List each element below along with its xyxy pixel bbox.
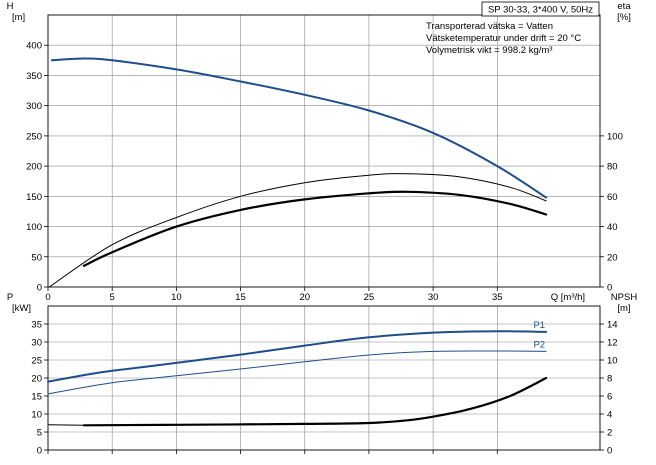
series-label-p2: P2	[533, 339, 545, 350]
series-label-p1: P1	[533, 320, 545, 331]
y-left-tick-label: 350	[26, 71, 42, 82]
y-right-tick-label: 60	[607, 192, 618, 203]
x-tick-label: 30	[428, 292, 439, 303]
x-tick-label: 10	[171, 292, 182, 303]
title-box	[481, 1, 600, 17]
x-tick-label: 20	[299, 292, 310, 303]
series-line-0-0	[50, 57, 548, 199]
x-tick-label: 25	[364, 292, 375, 303]
grid-lines-0	[48, 15, 600, 287]
y-left-axis-title: P	[7, 292, 13, 303]
y-right-tick-label: 10	[607, 356, 618, 367]
y-right-tick-label: 2	[607, 428, 612, 439]
y-left-tick-label: 300	[26, 101, 42, 112]
x-tick-label: 0	[45, 292, 50, 303]
y-right-tick-label: 40	[607, 222, 618, 233]
series-line-1-0	[82, 330, 548, 377]
series-line-1-1	[47, 374, 85, 383]
y-left-tick-label: 20	[31, 374, 42, 385]
y-left-tick-label: 0	[37, 283, 42, 294]
x-tick-label: 15	[235, 292, 246, 303]
info-line: Transporterad vätska = Vatten	[426, 21, 553, 32]
x-axis-label: Q [m³/h]	[551, 292, 585, 303]
y-right-tick-label: 8	[607, 374, 612, 385]
series-line-0-2	[82, 190, 548, 267]
series-line-0-1	[48, 173, 547, 288]
y-right-tick-label: 6	[607, 392, 612, 403]
y-right-tick-label: 20	[607, 252, 618, 263]
y-left-tick-label: 50	[31, 252, 42, 263]
x-tick-label: 5	[110, 292, 115, 303]
y-right-tick-label: 4	[607, 410, 612, 421]
y-left-tick-label: 35	[31, 320, 42, 331]
y-right-axis-title: eta	[617, 1, 631, 12]
x-tick-label: 35	[492, 292, 503, 303]
y-right-tick-label: 80	[607, 162, 618, 173]
y-right-tick-label: 100	[607, 131, 623, 142]
y-left-tick-label: 15	[31, 392, 42, 403]
y-left-tick-label: 150	[26, 192, 42, 203]
title-box-text: SP 30-33, 3*400 V, 50Hz	[488, 5, 593, 16]
y-left-tick-label: 5	[37, 428, 42, 439]
y-left-tick-label: 10	[31, 410, 42, 421]
y-left-tick-label: 25	[31, 356, 42, 367]
y-left-tick-label: 400	[26, 41, 42, 52]
y-left-axis-unit: [m]	[12, 12, 25, 23]
plot-frame-0	[47, 14, 601, 288]
y-right-tick-label: 0	[607, 283, 612, 294]
y-right-tick-label: 0	[607, 446, 612, 457]
y-left-axis-unit: [kW]	[12, 303, 31, 314]
y-right-axis-unit: [%]	[617, 12, 631, 23]
info-line: Volymetrisk vikt = 998.2 kg/m³	[426, 45, 552, 56]
y-left-tick-label: 100	[26, 222, 42, 233]
y-right-axis-unit: [m]	[617, 303, 630, 314]
series-line-1-3	[47, 424, 85, 426]
y-left-tick-label: 250	[26, 131, 42, 142]
y-right-tick-label: 12	[607, 338, 618, 349]
info-line: Vätsketemperatur under drift = 20 °C	[426, 33, 581, 44]
y-left-axis-title: H	[7, 1, 14, 12]
series-line-1-4	[82, 376, 548, 427]
y-right-tick-label: 14	[607, 320, 618, 331]
series-line-1-2	[47, 350, 547, 395]
y-left-tick-label: 0	[37, 446, 42, 457]
y-left-tick-label: 200	[26, 162, 42, 173]
y-left-tick-label: 30	[31, 338, 42, 349]
grid-lines-1	[48, 306, 600, 450]
y-right-axis-title: NPSH	[611, 292, 638, 303]
